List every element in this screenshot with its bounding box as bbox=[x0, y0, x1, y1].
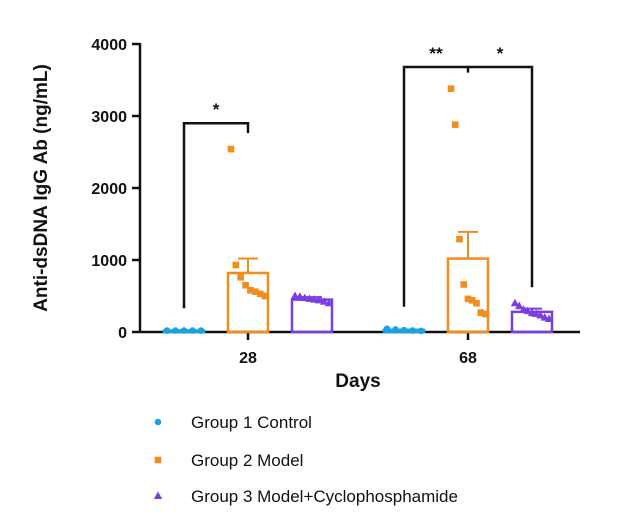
data-point bbox=[324, 298, 334, 307]
significance-bracket bbox=[466, 65, 534, 288]
y-tick-label: 1000 bbox=[91, 253, 127, 270]
data-point bbox=[172, 327, 179, 334]
data-point bbox=[290, 291, 300, 299]
bar bbox=[446, 257, 490, 334]
data-point bbox=[400, 326, 408, 334]
data-point bbox=[481, 310, 489, 318]
data-point bbox=[544, 314, 554, 323]
data-point bbox=[464, 295, 472, 303]
data-point bbox=[536, 310, 545, 319]
significance-bracket bbox=[182, 121, 250, 309]
y-tick-label: 2000 bbox=[91, 181, 127, 198]
legend-item-label: Group 1 Control bbox=[191, 413, 312, 432]
x-tick-label: 28 bbox=[239, 350, 257, 367]
legend-item-label: Group 2 Model bbox=[191, 451, 303, 470]
data-points bbox=[163, 85, 554, 335]
y-tick-label: 0 bbox=[118, 325, 127, 342]
data-point bbox=[417, 327, 425, 335]
data-point bbox=[153, 491, 163, 499]
data-point bbox=[295, 292, 305, 300]
data-point bbox=[237, 273, 245, 281]
y-axis-title: Anti-dsDNA IgG Ab (ng/mL) bbox=[31, 64, 52, 312]
data-point bbox=[256, 290, 264, 298]
significance-bracket bbox=[402, 65, 470, 307]
data-point bbox=[300, 293, 309, 302]
data-point bbox=[447, 85, 455, 92]
data-point bbox=[315, 295, 324, 304]
data-point bbox=[251, 288, 259, 295]
data-point bbox=[154, 456, 162, 464]
data-point bbox=[227, 145, 235, 153]
data-point bbox=[515, 301, 524, 310]
data-point bbox=[261, 292, 269, 300]
significance-label: * bbox=[497, 44, 504, 63]
bar bbox=[226, 271, 270, 334]
data-point bbox=[232, 261, 240, 269]
data-point bbox=[468, 297, 476, 304]
data-point bbox=[242, 281, 249, 289]
data-point bbox=[197, 327, 205, 334]
legend-item-label: Group 3 Model+Cyclophosphamide bbox=[191, 487, 458, 506]
x-tick-label: 68 bbox=[459, 350, 477, 367]
significance-label: * bbox=[213, 100, 220, 119]
bars bbox=[162, 230, 554, 334]
data-point bbox=[163, 327, 171, 334]
data-point bbox=[523, 306, 532, 315]
data-point bbox=[305, 294, 314, 302]
data-point bbox=[451, 121, 459, 128]
data-point bbox=[310, 295, 319, 303]
significance-brackets: *** * bbox=[182, 44, 534, 309]
data-point bbox=[180, 327, 188, 334]
data-point bbox=[473, 299, 480, 307]
x-axis-title: Days bbox=[335, 371, 380, 392]
data-point bbox=[456, 235, 463, 243]
data-point bbox=[460, 281, 468, 288]
data-point bbox=[154, 418, 162, 426]
y-tick-label: 4000 bbox=[91, 37, 127, 54]
x-axis-ticks: 28 68 bbox=[239, 332, 477, 367]
data-point bbox=[510, 298, 520, 307]
data-point bbox=[477, 309, 485, 316]
data-point bbox=[319, 297, 329, 305]
significance-label: ** bbox=[429, 44, 443, 63]
data-point bbox=[392, 326, 399, 333]
legend: Group 1 Control Group 2 Model Group 3 Mode… bbox=[153, 413, 458, 506]
data-point bbox=[409, 327, 416, 334]
y-tick-label: 3000 bbox=[91, 109, 127, 126]
data-point bbox=[247, 286, 254, 294]
data-point bbox=[383, 325, 391, 333]
y-axis-ticks: 0 1000 2000 3000 4000 bbox=[91, 37, 140, 342]
data-point bbox=[189, 327, 196, 334]
